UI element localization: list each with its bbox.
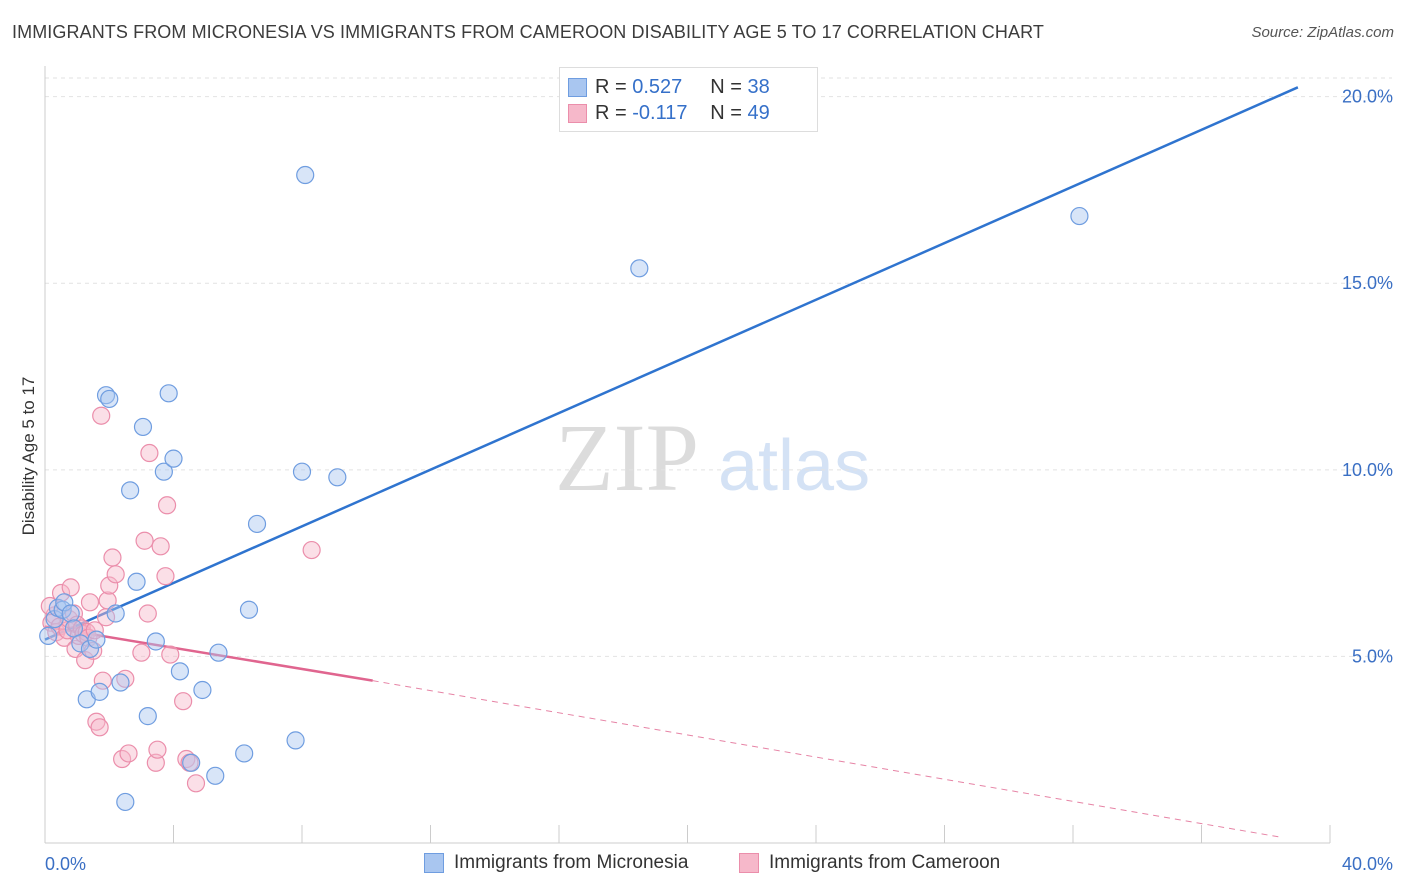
- micronesia-point: [154, 462, 173, 481]
- micronesia-point: [146, 632, 165, 651]
- cameroon-point: [106, 565, 125, 584]
- micronesia-point: [1070, 206, 1089, 226]
- micronesia-point: [61, 604, 80, 623]
- micronesia-point: [111, 673, 130, 692]
- micronesia-point: [286, 731, 305, 750]
- r-value: -0.117: [632, 101, 688, 124]
- cameroon-point: [132, 643, 151, 662]
- micronesia-point: [630, 259, 649, 278]
- cameroon-point: [87, 712, 106, 731]
- axes: [44, 66, 1331, 844]
- r-label: R =: [595, 75, 633, 98]
- watermark-atlas: atlas: [718, 426, 870, 506]
- n-value: 49: [747, 101, 770, 124]
- cameroon-point: [302, 540, 321, 560]
- micronesia-point: [106, 604, 125, 623]
- legend-label: Immigrants from Cameroon: [769, 852, 1001, 873]
- cameroon-point: [100, 576, 119, 595]
- x-tick-label: 40.0%: [1342, 854, 1393, 874]
- cameroon-point: [119, 744, 138, 763]
- micronesia-point: [39, 626, 58, 645]
- y-tick-label: 15.0%: [1342, 273, 1393, 293]
- cameroon-point: [156, 567, 175, 586]
- micronesia-point: [296, 165, 315, 185]
- watermark: ZIP atlas: [555, 404, 870, 511]
- watermark-zip: ZIP: [555, 404, 699, 511]
- cameroon-swatch: [568, 103, 587, 123]
- cameroon-point: [135, 531, 154, 550]
- source-label: Source: ZipAtlas.com: [1251, 24, 1394, 41]
- trendlines: [44, 86, 1299, 838]
- correlation-row-cameroon: R = -0.117 N = 49: [568, 100, 770, 126]
- micronesia-point: [159, 384, 178, 403]
- legend-label: Immigrants from Micronesia: [454, 852, 689, 873]
- cameroon-point: [103, 548, 122, 567]
- cameroon-point: [186, 774, 206, 793]
- micronesia-trendline: [44, 86, 1299, 641]
- cameroon-trendline: [44, 625, 373, 682]
- cameroon-point: [148, 740, 167, 759]
- micronesia-point: [80, 639, 100, 659]
- cameroon-point: [157, 496, 177, 515]
- chart-title: IMMIGRANTS FROM MICRONESIA VS IMMIGRANTS…: [12, 22, 1044, 42]
- cameroon-legend-swatch: [739, 853, 759, 873]
- cameroon-trendline-extension: [372, 680, 1282, 838]
- cameroon-point: [93, 671, 112, 690]
- n-label: N =: [710, 75, 748, 98]
- cameroon-point: [90, 718, 109, 737]
- micronesia-point: [182, 753, 201, 772]
- cameroon-point: [140, 443, 159, 463]
- correlation-row-micronesia: R = 0.527 N = 38: [568, 74, 770, 100]
- micronesia-point: [292, 462, 312, 481]
- correlation-legend: R = 0.527 N = 38 R = -0.117 N = 49: [559, 67, 818, 132]
- x-tick-label: 0.0%: [45, 854, 86, 874]
- x-tick-labels: 0.0% 40.0%: [45, 854, 1393, 874]
- micronesia-point: [121, 481, 140, 500]
- r-value: 0.527: [632, 75, 683, 98]
- cameroon-point: [80, 593, 100, 612]
- micronesia-point: [239, 600, 259, 619]
- cameroon-point: [85, 621, 104, 640]
- micronesia-swatch: [568, 77, 587, 97]
- legend-item-micronesia[interactable]: Immigrants from Micronesia: [424, 852, 688, 874]
- n-label: N =: [710, 101, 748, 124]
- n-value: 38: [747, 75, 770, 98]
- cameroon-point: [151, 537, 170, 556]
- legend-item-cameroon[interactable]: Immigrants from Cameroon: [739, 852, 1000, 874]
- cameroon-point: [98, 591, 117, 610]
- cameroon-point: [92, 406, 111, 425]
- micronesia-point: [193, 680, 212, 700]
- micronesia-point: [55, 593, 74, 612]
- micronesia-point: [138, 707, 157, 726]
- micronesia-point: [100, 389, 119, 409]
- gridlines: [45, 77, 1392, 657]
- cameroon-point: [161, 645, 180, 664]
- micronesia-point: [87, 630, 106, 649]
- y-tick-label: 20.0%: [1342, 87, 1393, 107]
- cameroon-point: [146, 753, 165, 772]
- micronesia-legend-swatch: [424, 853, 444, 873]
- micronesia-point: [206, 766, 225, 785]
- micronesia-point: [133, 417, 153, 437]
- micronesia-point: [328, 468, 347, 487]
- y-axis-label: Disability Age 5 to 17: [19, 377, 38, 536]
- cameroon-point: [138, 604, 157, 623]
- micronesia-point: [116, 792, 135, 812]
- series-micronesia-points: [39, 165, 1089, 812]
- micronesia-point: [164, 449, 183, 468]
- series-cameroon-points: [40, 406, 321, 793]
- micronesia-point: [170, 662, 190, 681]
- r-label: R =: [595, 101, 633, 124]
- cameroon-point: [174, 692, 193, 711]
- micronesia-point: [127, 572, 146, 591]
- series-legend: Immigrants from Micronesia Immigrants fr…: [0, 852, 1406, 878]
- micronesia-point: [235, 744, 254, 763]
- y-tick-labels: 5.0% 10.0% 15.0% 20.0%: [1342, 87, 1393, 667]
- y-tick-label: 5.0%: [1352, 646, 1393, 666]
- micronesia-point: [209, 643, 228, 662]
- micronesia-point: [247, 514, 267, 534]
- micronesia-point: [90, 682, 109, 701]
- y-tick-label: 10.0%: [1342, 460, 1393, 480]
